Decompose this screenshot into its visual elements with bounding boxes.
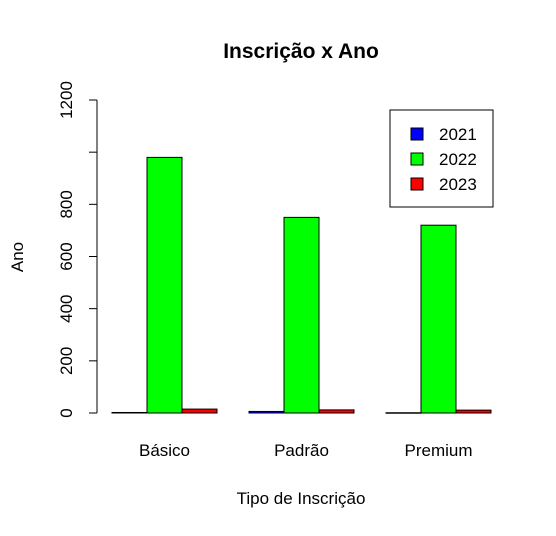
y-tick-label: 200 — [57, 347, 76, 375]
legend-swatch-2021 — [410, 127, 424, 141]
bar-2023-0 — [181, 408, 218, 414]
legend-label-2023: 2023 — [439, 175, 477, 194]
bar-2023-1 — [318, 409, 355, 414]
legend-swatch-2023 — [410, 177, 424, 191]
x-tick-label: Padrão — [274, 441, 329, 460]
legend-box — [389, 109, 494, 208]
bar-2021-2 — [385, 412, 422, 414]
y-tick-label: 1200 — [57, 81, 76, 119]
bar-2021-0 — [111, 411, 148, 414]
y-tick-label: 800 — [57, 190, 76, 218]
bars — [111, 156, 492, 414]
bar-2022-2 — [420, 224, 457, 414]
x-tick-label: Básico — [139, 441, 190, 460]
bar-2021-1 — [248, 410, 285, 414]
x-tick-labels: Básico Padrão Premium — [139, 441, 473, 460]
bar-2023-2 — [455, 409, 492, 414]
y-axis: 0 200 400 600 800 1200 — [57, 81, 98, 418]
y-axis-label: Ano — [8, 242, 27, 272]
y-tick-label: 0 — [57, 408, 76, 417]
legend: 2021 2022 2023 — [389, 109, 494, 208]
legend-swatch-2022 — [410, 152, 424, 166]
bar-2022-0 — [146, 156, 183, 414]
x-tick-label: Premium — [404, 441, 472, 460]
chart-title: Inscrição x Ano — [223, 40, 379, 63]
x-axis-label: Tipo de Inscrição — [237, 489, 366, 508]
legend-label-2021: 2021 — [439, 125, 477, 144]
y-tick-label: 400 — [57, 294, 76, 322]
legend-label-2022: 2022 — [439, 150, 477, 169]
y-tick-label: 600 — [57, 242, 76, 270]
bar-2022-1 — [283, 216, 320, 414]
